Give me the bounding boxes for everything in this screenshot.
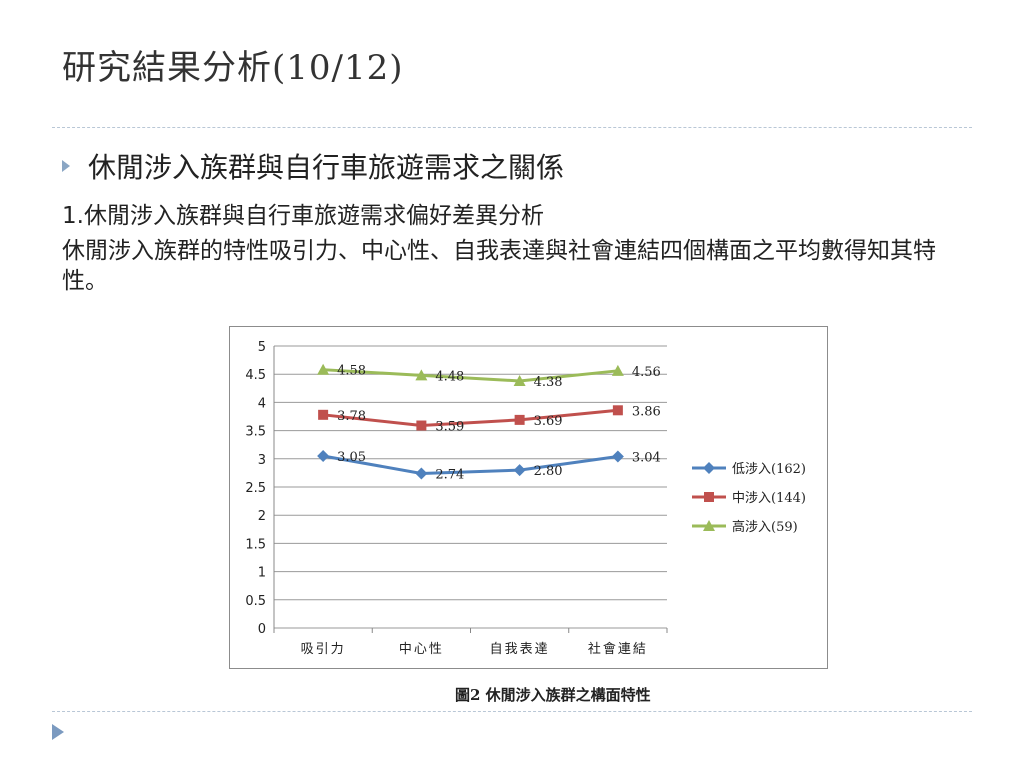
series-line — [323, 368, 619, 383]
title-divider — [52, 127, 972, 128]
bullet-item: 休閒涉入族群與自行車旅遊需求之關係 — [62, 146, 564, 186]
y-tick-label: 2.5 — [245, 481, 266, 496]
bullet-text: 休閒涉入族群與自行車旅遊需求之關係 — [88, 151, 565, 184]
x-tick-label: 吸引力 — [301, 642, 346, 657]
data-label: 4.48 — [435, 369, 464, 384]
y-tick-label: 4 — [258, 396, 266, 411]
data-point — [703, 520, 715, 531]
data-point — [415, 467, 428, 480]
data-point — [611, 450, 624, 463]
data-point — [514, 414, 525, 425]
y-tick-label: 1.5 — [245, 537, 266, 552]
data-point — [416, 420, 427, 431]
y-tick-label: 5 — [258, 340, 266, 355]
data-point — [612, 405, 623, 416]
series-line — [322, 408, 619, 428]
figure-caption: 圖2 休閒涉入族群之構面特性 — [455, 686, 651, 704]
data-point — [611, 364, 624, 376]
data-point — [415, 369, 428, 381]
data-point — [317, 449, 330, 462]
data-label: 4.56 — [632, 365, 661, 380]
x-tick-label: 中心性 — [399, 642, 444, 657]
data-point — [318, 409, 329, 420]
data-point — [513, 464, 526, 477]
data-point — [703, 462, 715, 474]
next-slide-icon[interactable] — [52, 724, 64, 740]
data-label: 3.86 — [632, 404, 661, 419]
data-label: 2.74 — [435, 467, 464, 482]
y-tick-label: 3.5 — [245, 425, 266, 440]
series-line — [322, 454, 619, 475]
chart-canvas: 0 0.5 1 1.5 2 2.5 3 3.5 4 4.5 5 吸引力 中心性 自我表達 社會連結 3.05 2… — [245, 340, 806, 657]
data-label: 3.59 — [435, 420, 464, 435]
data-point — [704, 492, 714, 502]
y-tick-label: 0 — [258, 622, 266, 637]
data-label: 3.04 — [632, 451, 661, 466]
y-tick-label: 1 — [258, 566, 266, 581]
subheading: 1.休閒涉入族群與自行車旅遊需求偏好差異分析 — [62, 203, 544, 229]
slide-title: 研究結果分析(10/12) — [62, 48, 404, 88]
legend-label: 低涉入(162) — [732, 462, 806, 477]
x-tick-label: 自我表達 — [490, 642, 550, 657]
y-tick-label: 0.5 — [245, 594, 266, 609]
bullet-arrow-icon — [62, 160, 70, 172]
body-paragraph: 休閒涉入族群的特性吸引力、中心性、自我表達與社會連結四個構面之平均數得知其特性。 — [62, 238, 936, 294]
data-point — [317, 363, 330, 375]
footer-divider — [52, 711, 972, 712]
legend-label: 高涉入(59) — [732, 519, 798, 535]
data-label: 4.38 — [534, 375, 563, 390]
x-tick-label: 社會連結 — [588, 641, 648, 657]
y-tick-label: 2 — [258, 509, 266, 524]
line-chart: 0 0.5 1 1.5 2 2.5 3 3.5 4 4.5 5 吸引力 中心性 自我表達 社會連結 3.05 2… — [229, 326, 828, 669]
data-label: 2.80 — [534, 464, 563, 479]
data-label: 3.05 — [337, 450, 366, 465]
data-label: 4.58 — [337, 364, 366, 379]
legend-label: 中涉入(144) — [732, 491, 806, 506]
data-label: 3.69 — [534, 414, 563, 429]
y-tick-label: 4.5 — [245, 368, 266, 383]
y-tick-label: 3 — [258, 453, 266, 468]
data-label: 3.78 — [337, 409, 366, 424]
data-point — [513, 374, 526, 386]
